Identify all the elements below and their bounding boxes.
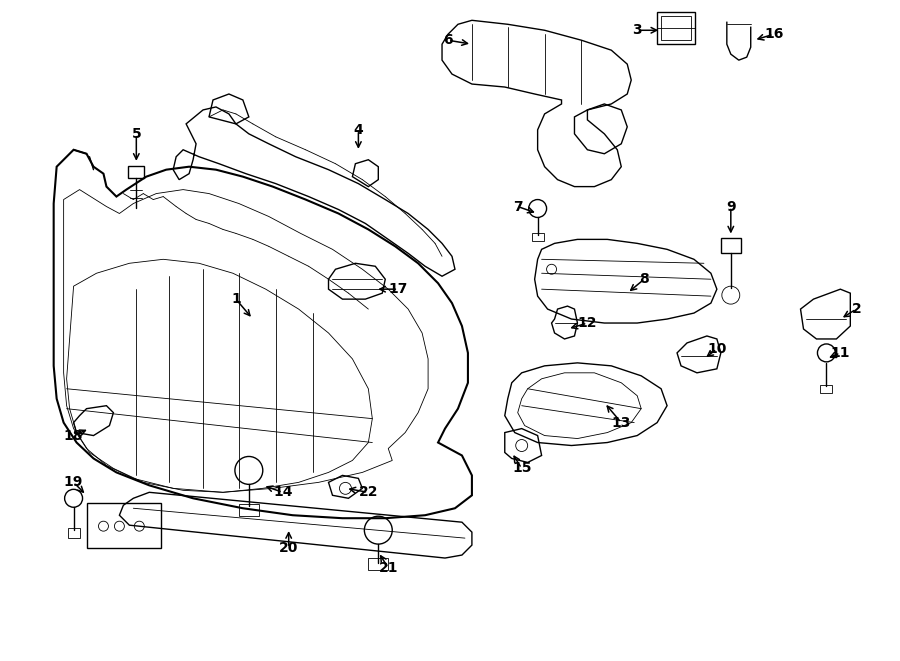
Text: 14: 14 bbox=[273, 485, 292, 499]
Text: 11: 11 bbox=[831, 346, 850, 360]
Text: 1: 1 bbox=[231, 292, 241, 306]
Text: 20: 20 bbox=[279, 541, 299, 555]
Text: 21: 21 bbox=[379, 561, 398, 575]
Bar bbox=[821, 385, 833, 393]
Bar bbox=[86, 503, 161, 548]
Text: 4: 4 bbox=[354, 123, 364, 137]
Bar bbox=[68, 528, 79, 538]
Text: 6: 6 bbox=[443, 33, 453, 47]
Text: 9: 9 bbox=[726, 200, 735, 214]
Bar bbox=[532, 233, 544, 241]
Text: 19: 19 bbox=[64, 475, 84, 489]
Text: 5: 5 bbox=[131, 127, 141, 141]
Text: 15: 15 bbox=[512, 461, 531, 475]
Text: 22: 22 bbox=[358, 485, 378, 499]
Text: 12: 12 bbox=[578, 316, 598, 330]
Text: 10: 10 bbox=[707, 342, 726, 356]
Text: 18: 18 bbox=[64, 428, 84, 443]
Text: 3: 3 bbox=[633, 23, 642, 37]
Bar bbox=[721, 239, 741, 253]
Text: 16: 16 bbox=[764, 27, 783, 41]
Bar bbox=[657, 13, 695, 44]
Bar bbox=[129, 166, 144, 178]
Bar bbox=[662, 17, 691, 40]
Text: 7: 7 bbox=[513, 200, 523, 214]
Bar bbox=[238, 504, 259, 516]
Text: 17: 17 bbox=[389, 282, 408, 296]
Text: 8: 8 bbox=[639, 272, 649, 286]
Text: 2: 2 bbox=[851, 302, 861, 316]
Bar bbox=[368, 558, 388, 570]
Text: 13: 13 bbox=[612, 416, 631, 430]
